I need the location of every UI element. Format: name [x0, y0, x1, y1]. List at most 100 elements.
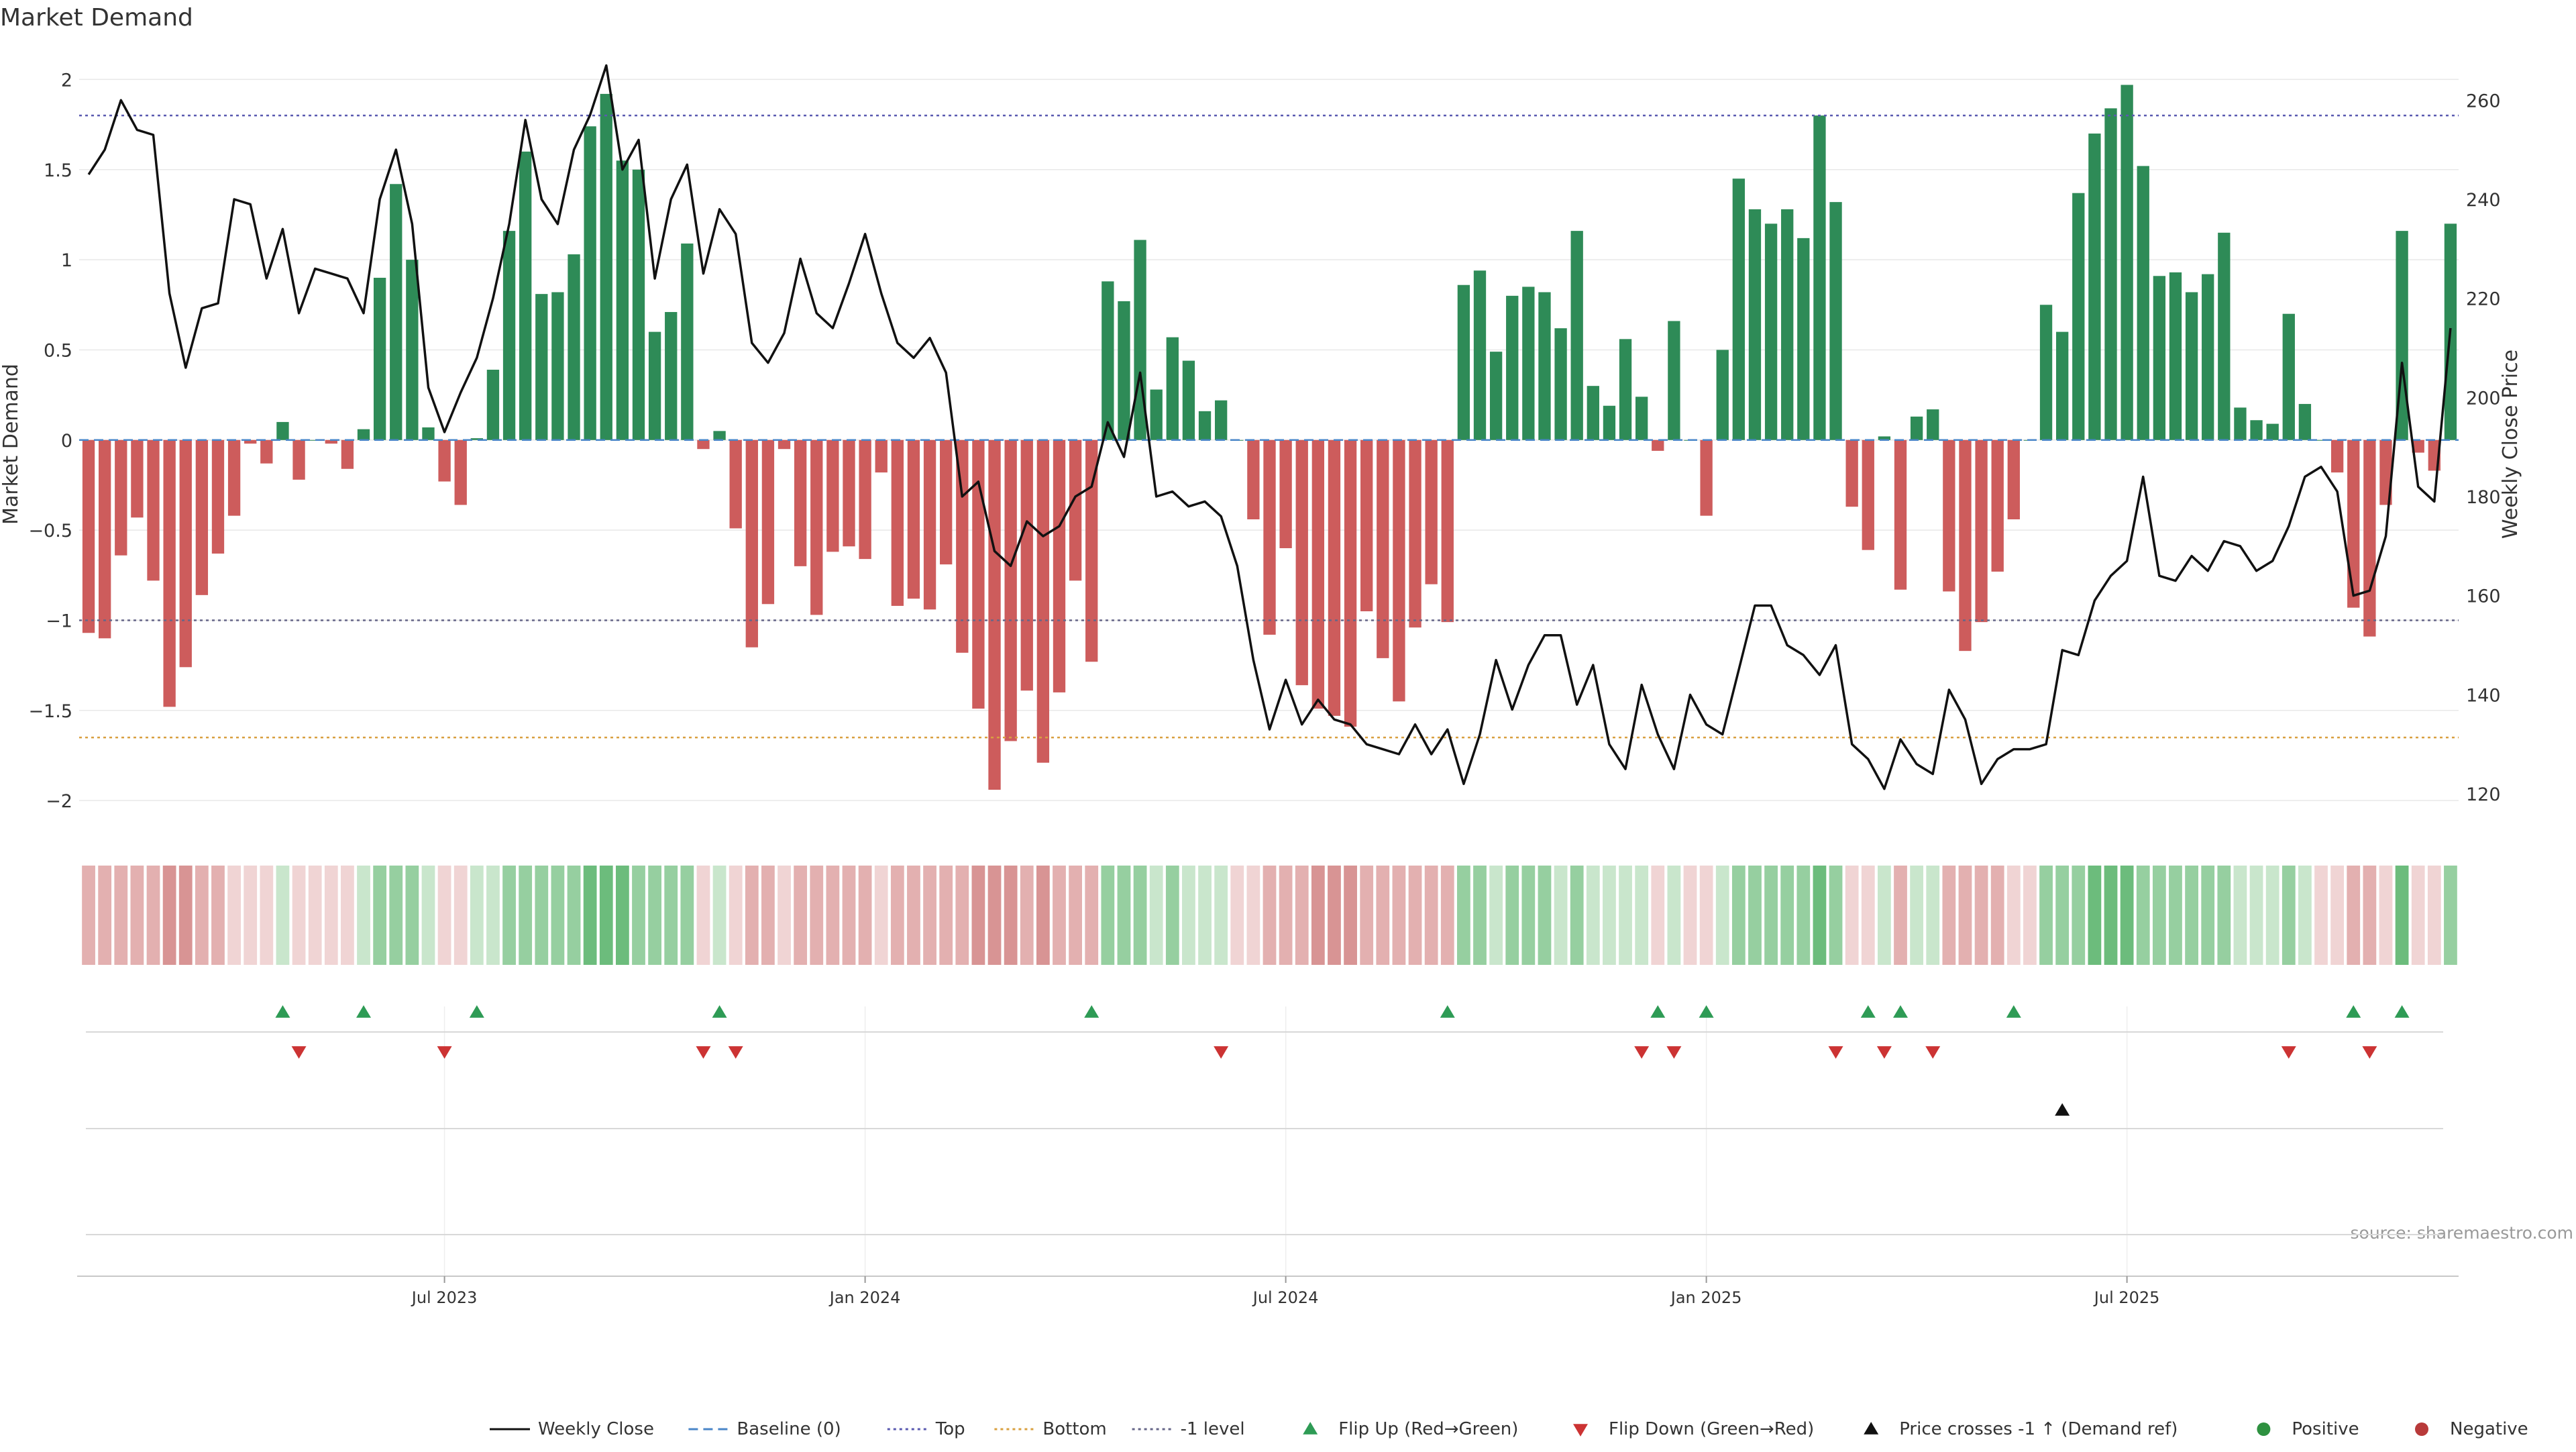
demand-bar	[1668, 321, 1680, 440]
legend-swatch	[1303, 1422, 1318, 1435]
regime-cell	[2330, 866, 2345, 965]
demand-bar	[179, 439, 192, 668]
regime-cell	[599, 866, 613, 965]
regime-cell	[260, 866, 274, 965]
demand-bar	[1813, 115, 1826, 440]
regime-cell	[1117, 866, 1131, 965]
regime-cell	[1344, 866, 1357, 965]
legend-swatch	[1573, 1424, 1588, 1437]
demand-bar	[325, 439, 337, 444]
flip-up-marker	[712, 1005, 727, 1018]
demand-bar	[260, 439, 273, 464]
regime-cell	[2249, 866, 2263, 965]
regime-cell	[2185, 866, 2198, 965]
legend-item: Flip Up (Red→Green)	[1303, 1419, 1518, 1439]
flip-down-marker	[2281, 1046, 2296, 1059]
x-tick-label: Jan 2024	[828, 1288, 901, 1307]
demand-bar	[2153, 276, 2166, 440]
demand-bar	[1198, 411, 1212, 440]
legend-item: Weekly Close	[490, 1419, 654, 1439]
regime-cell	[1360, 866, 1374, 965]
regime-cell	[1521, 866, 1536, 965]
regime-cell	[680, 866, 694, 965]
regime-cell	[114, 866, 128, 965]
regime-cell	[583, 866, 597, 965]
regime-cell	[858, 866, 872, 965]
regime-cell	[1473, 866, 1487, 965]
demand-bar	[1263, 439, 1276, 635]
legend-item: -1 level	[1132, 1419, 1245, 1439]
regime-cell	[1198, 866, 1212, 965]
demand-bar	[211, 439, 225, 554]
regime-cell	[1990, 866, 2004, 965]
weekly-close-line	[87, 64, 2452, 790]
demand-bar	[2185, 292, 2198, 440]
legend-label: Flip Down (Green→Red)	[1609, 1419, 1814, 1439]
regime-cell	[1149, 866, 1163, 965]
regime-cell	[1085, 866, 1099, 965]
regime-cell	[1424, 866, 1438, 965]
demand-bar	[1311, 439, 1325, 709]
regime-cell	[1813, 866, 1827, 965]
regime-cell	[1376, 866, 1390, 965]
regime-cell	[2427, 866, 2441, 965]
regime-cell	[907, 866, 920, 965]
demand-bar	[2202, 274, 2214, 440]
regime-cell	[1829, 866, 1843, 965]
regime-cell	[1053, 866, 1066, 965]
demand-bar	[745, 439, 758, 647]
demand-bar	[1150, 389, 1163, 440]
regime-cell	[2104, 866, 2118, 965]
flip-down-marker	[1214, 1046, 1229, 1059]
regime-cell	[1942, 866, 1956, 965]
flip-up-marker	[1440, 1005, 1455, 1018]
demand-bar	[648, 331, 661, 440]
demand-bar	[1603, 405, 1616, 440]
demand-bar	[438, 439, 451, 482]
flip-up-marker	[356, 1005, 372, 1018]
regime-cell	[2314, 866, 2328, 965]
flip-down-marker	[291, 1046, 307, 1059]
demand-bar	[584, 126, 596, 440]
regime-cell	[244, 866, 258, 965]
x-tick-label: Jul 2024	[1252, 1288, 1319, 1307]
legend-swatch	[2415, 1422, 2428, 1436]
regime-cell	[405, 866, 419, 965]
regime-cell	[453, 866, 468, 965]
regime-cell	[82, 866, 95, 965]
regime-cell	[955, 866, 969, 965]
regime-cell	[1214, 866, 1228, 965]
demand-bar	[1829, 202, 1842, 440]
demand-bar	[244, 439, 257, 444]
demand-bar	[1377, 439, 1389, 658]
demand-bar	[1943, 439, 1955, 592]
demand-bar	[988, 439, 1001, 790]
demand-bar	[1247, 439, 1260, 519]
demand-bar	[568, 254, 580, 440]
y-axis-label: Market Demand	[0, 364, 23, 525]
demand-bar	[1473, 270, 1487, 440]
regime-cell	[308, 866, 322, 965]
demand-bar	[1748, 209, 1762, 440]
demand-bar	[2330, 439, 2344, 473]
regime-cell	[98, 866, 112, 965]
regime-cell	[1538, 866, 1552, 965]
demand-bar	[1716, 350, 1729, 440]
regime-cell	[2120, 866, 2134, 965]
demand-bar	[2379, 439, 2392, 505]
regime-cell	[1796, 866, 1811, 965]
y2-tick-label: 220	[2466, 289, 2501, 310]
demand-bar	[826, 439, 839, 552]
regime-cell	[761, 866, 775, 965]
y2-tick-label: 160	[2466, 586, 2501, 607]
regime-cell	[2444, 866, 2457, 965]
demand-bar	[794, 439, 807, 566]
flip-up-marker	[275, 1005, 290, 1018]
regime-cell	[2039, 866, 2053, 965]
y2-tick-label: 180	[2466, 487, 2501, 508]
regime-cell	[1489, 866, 1503, 965]
demand-bar	[616, 160, 629, 440]
regime-cell	[1457, 866, 1470, 965]
regime-cell	[502, 866, 516, 965]
demand-bar	[2056, 331, 2069, 440]
